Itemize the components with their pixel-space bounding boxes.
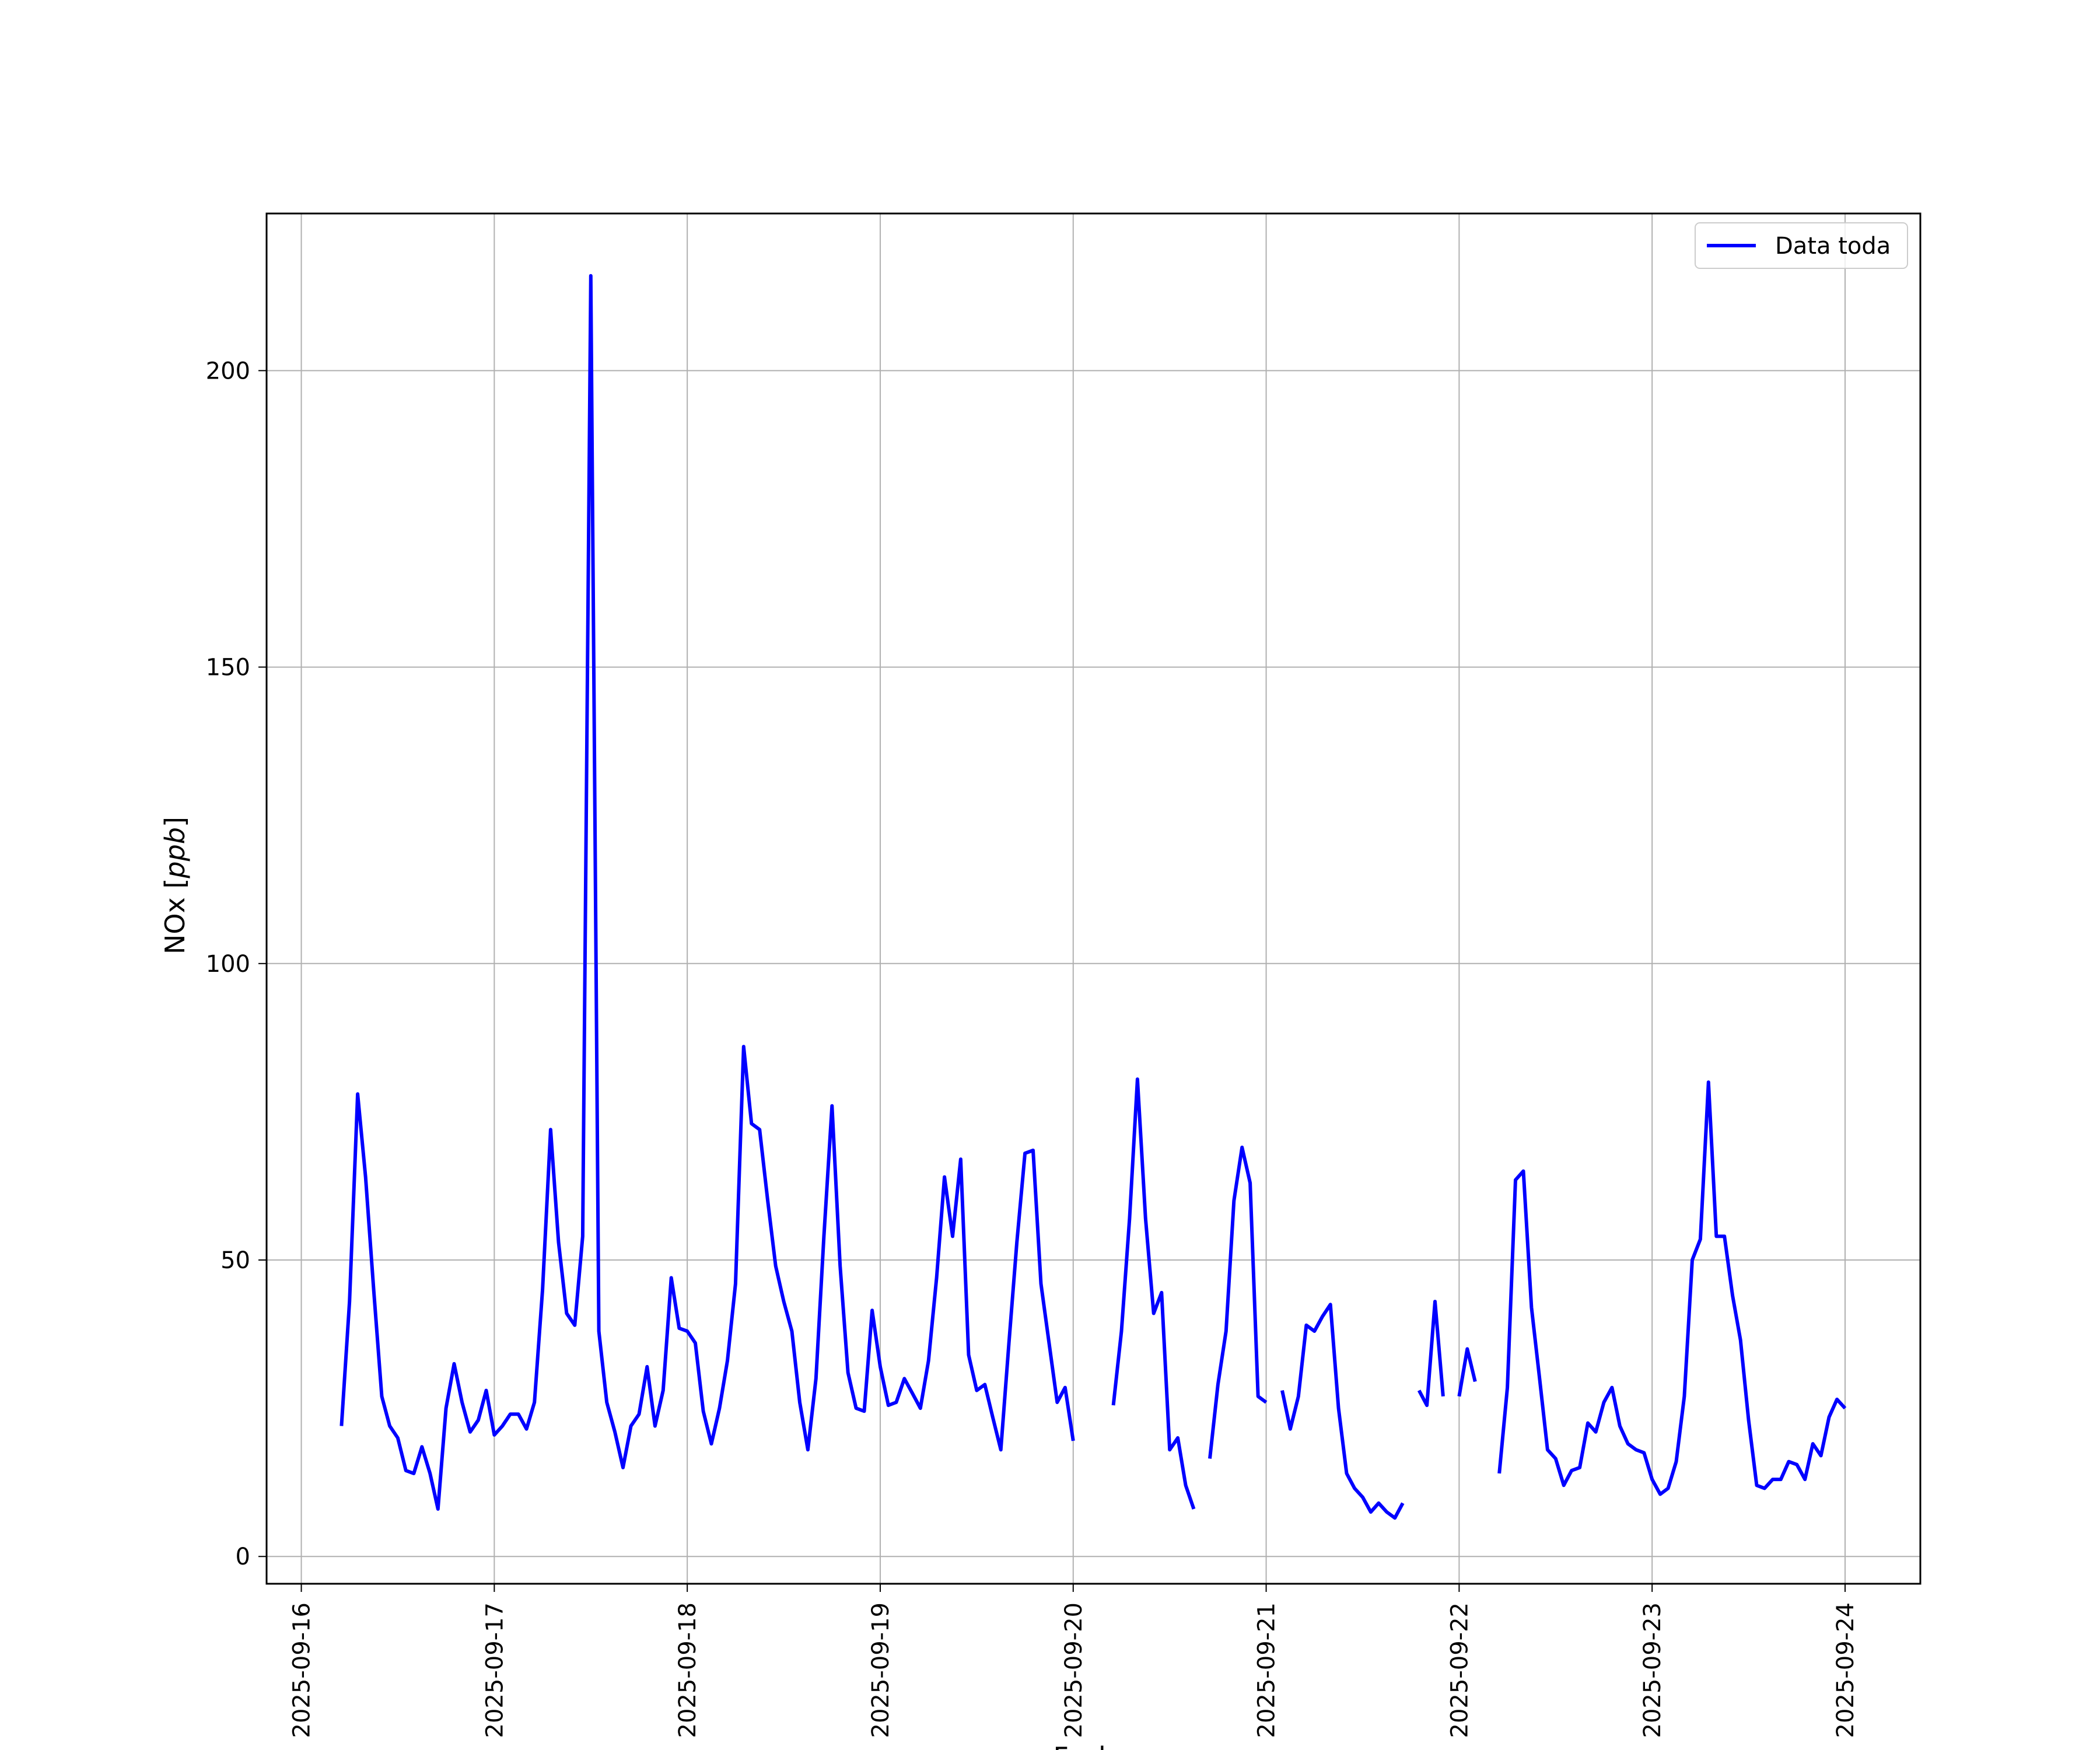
y-axis-label-main: NOx [ <box>159 878 191 954</box>
legend-entry-label: Data toda <box>1775 233 1891 260</box>
x-tick-label: 2025-09-18 <box>674 1602 701 1738</box>
x-axis-ticks: 2025-09-16 2025-09-17 2025-09-18 2025-09-19… <box>289 1584 1859 1738</box>
y-axis-ticks: 0 50 100 150 200 <box>206 358 267 1570</box>
x-tick-label: 2025-09-16 <box>289 1602 316 1738</box>
y-tick-label: 50 <box>220 1247 250 1274</box>
series-line-segment <box>1457 1347 1477 1397</box>
series-line-segment <box>1497 1080 1847 1496</box>
grid-lines <box>267 214 1920 1584</box>
plot-frame <box>265 212 1922 1585</box>
x-axis-label: Fecha <box>1054 1741 1132 1750</box>
series-line-segment <box>1111 1077 1196 1510</box>
y-tick-label: 200 <box>206 358 250 384</box>
y-tick-label: 150 <box>206 654 250 681</box>
y-axis-label-unit: ppb <box>159 827 191 879</box>
x-tick-label: 2025-09-22 <box>1446 1602 1473 1738</box>
y-axis-label-close: ] <box>159 817 191 827</box>
legend: Data toda <box>1695 222 1908 269</box>
x-tick-label: 2025-09-19 <box>867 1602 894 1738</box>
legend-box <box>1695 222 1908 269</box>
series-line-segment <box>1208 1145 1268 1459</box>
series-line-segment <box>1280 1303 1405 1520</box>
series-line-segment <box>340 274 1075 1511</box>
y-tick-label: 0 <box>236 1544 250 1570</box>
x-tick-label: 2025-09-20 <box>1060 1602 1087 1738</box>
x-tick-label: 2025-09-17 <box>481 1602 508 1738</box>
x-tick-label: 2025-09-21 <box>1254 1602 1280 1738</box>
x-tick-label: 2025-09-24 <box>1832 1602 1859 1738</box>
series-layer <box>340 274 1847 1520</box>
y-tick-label: 100 <box>206 951 250 978</box>
x-tick-label: 2025-09-23 <box>1639 1602 1666 1738</box>
y-axis-label: NOx [ppb] <box>159 817 191 954</box>
series-line-segment <box>1417 1300 1445 1408</box>
